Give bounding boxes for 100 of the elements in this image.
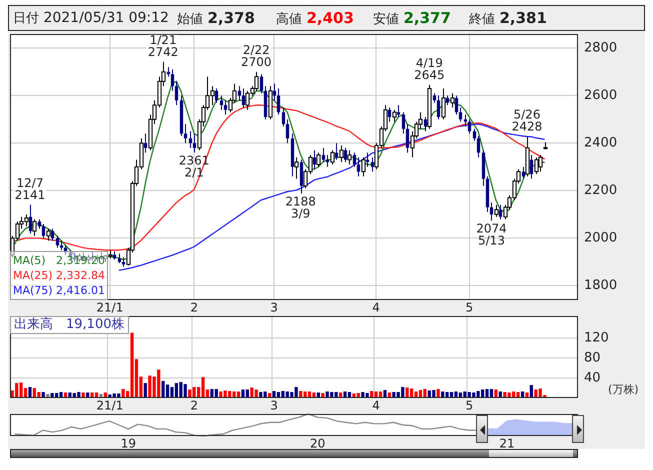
- bar: [37, 392, 40, 398]
- annotation: 2188 3/9: [285, 194, 316, 221]
- candlestick: [276, 88, 280, 116]
- candlestick: [322, 147, 326, 163]
- candlestick: [344, 147, 348, 163]
- x-tick-label: 21/1: [96, 300, 124, 314]
- candlestick: [522, 166, 526, 180]
- x-tick-label: 2: [190, 398, 198, 412]
- candlestick: [498, 204, 502, 220]
- x-tick-label: 21: [499, 436, 515, 450]
- y-tick-label: 2200: [584, 183, 618, 198]
- annotation: 4/19 2645: [414, 56, 445, 82]
- candlestick: [370, 156, 374, 172]
- candlestick: [334, 142, 338, 160]
- candlestick: [312, 150, 316, 170]
- candlestick: [432, 92, 436, 104]
- annotation: 2,332.84: [56, 268, 105, 283]
- text: MA(25): [13, 268, 53, 283]
- text: 2,403: [306, 9, 354, 27]
- candlestick: [122, 256, 126, 268]
- candlestick: [170, 68, 174, 92]
- candlestick: [184, 124, 188, 144]
- y-tick-label: 2000: [584, 230, 618, 246]
- text: 2,377: [403, 9, 451, 27]
- bar: [86, 392, 90, 398]
- bar: [130, 332, 134, 398]
- annotation: 2,416.01: [56, 283, 105, 298]
- candlestick: [56, 235, 60, 248]
- candlestick: [242, 88, 246, 108]
- x-tick-label: 21/1: [96, 398, 124, 412]
- candlestick: [174, 80, 178, 106]
- text: 安値: [373, 12, 399, 27]
- x-tick-label: 20: [310, 436, 326, 450]
- x-tick-label: 5: [465, 398, 474, 412]
- candlestick: [436, 95, 440, 120]
- bar: [82, 392, 85, 398]
- bar: [214, 389, 218, 398]
- candlestick: [424, 116, 428, 132]
- y-axis-title: (万株): [608, 382, 639, 397]
- annotation: 1/21 2742: [148, 32, 178, 59]
- candlestick: [468, 118, 472, 134]
- text: 2,381: [499, 9, 547, 27]
- candlestick: [64, 244, 68, 256]
- bar: [42, 392, 45, 398]
- y-tick-label: 120: [584, 330, 609, 346]
- series-label: MA(5): [13, 253, 46, 268]
- bar: [441, 392, 444, 398]
- candlestick: [402, 112, 406, 134]
- x-tick-label: 4: [372, 300, 380, 314]
- candlestick: [388, 106, 392, 122]
- bar: [370, 391, 374, 398]
- x-tick-label: 19: [120, 436, 136, 450]
- x-tick-label: 3: [270, 398, 278, 412]
- y-tick-label: 40: [584, 370, 601, 386]
- candlestick: [28, 204, 32, 234]
- text: 2021/05/31 09:12: [43, 10, 169, 26]
- y-tick-label: 1800: [584, 278, 618, 294]
- text: 高値: [276, 12, 302, 27]
- bar: [15, 383, 18, 398]
- x-tick-label: 4: [372, 398, 380, 412]
- bar: [122, 389, 125, 398]
- x-tick-label: 2: [190, 300, 198, 314]
- candlestick: [282, 106, 286, 127]
- candlestick: [406, 124, 410, 154]
- candlestick: [356, 156, 360, 177]
- bar: [406, 388, 409, 398]
- x-tick-label: 3: [270, 300, 278, 314]
- candlestick: [472, 128, 476, 142]
- candlestick: [490, 202, 494, 222]
- bar: [498, 392, 502, 398]
- bar: [299, 391, 302, 398]
- annotation: 2/22 2700: [241, 42, 272, 69]
- annotation: 2,319.20: [56, 253, 105, 268]
- bar: [144, 383, 147, 398]
- candlestick: [38, 218, 42, 230]
- candlestick: [260, 74, 264, 94]
- text: 2,378: [207, 9, 255, 27]
- text: 終値: [469, 12, 495, 27]
- chart-title: 出来高 19,100株: [10, 316, 128, 334]
- candlestick: [224, 100, 228, 116]
- text: MA(75): [13, 283, 53, 298]
- candlestick: [214, 88, 218, 104]
- text: 日付: [13, 11, 39, 26]
- text: 始値: [177, 12, 203, 27]
- annotation: 12/7 2141: [14, 176, 46, 202]
- candlestick: [286, 118, 290, 144]
- bar: [201, 377, 205, 398]
- x-tick-label: 5: [465, 300, 474, 314]
- candlestick: [144, 133, 148, 154]
- candlestick: [396, 104, 400, 118]
- candlestick: [300, 159, 304, 194]
- annotation: 5/26 2428: [512, 108, 542, 134]
- bar: [436, 389, 440, 398]
- candlestick: [192, 133, 196, 153]
- annotation: 2074 5/13: [476, 222, 507, 248]
- candlestick: [118, 253, 122, 264]
- candlestick: [50, 228, 54, 242]
- candlestick: [352, 152, 356, 168]
- candlestick: [476, 136, 480, 158]
- candlestick: [458, 106, 462, 122]
